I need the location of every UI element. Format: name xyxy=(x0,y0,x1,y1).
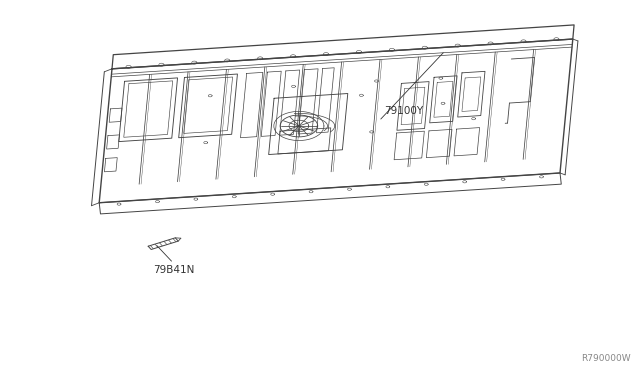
Text: 79100Y: 79100Y xyxy=(384,106,423,116)
Text: R790000W: R790000W xyxy=(580,354,630,363)
Text: 79B41N: 79B41N xyxy=(154,265,195,275)
